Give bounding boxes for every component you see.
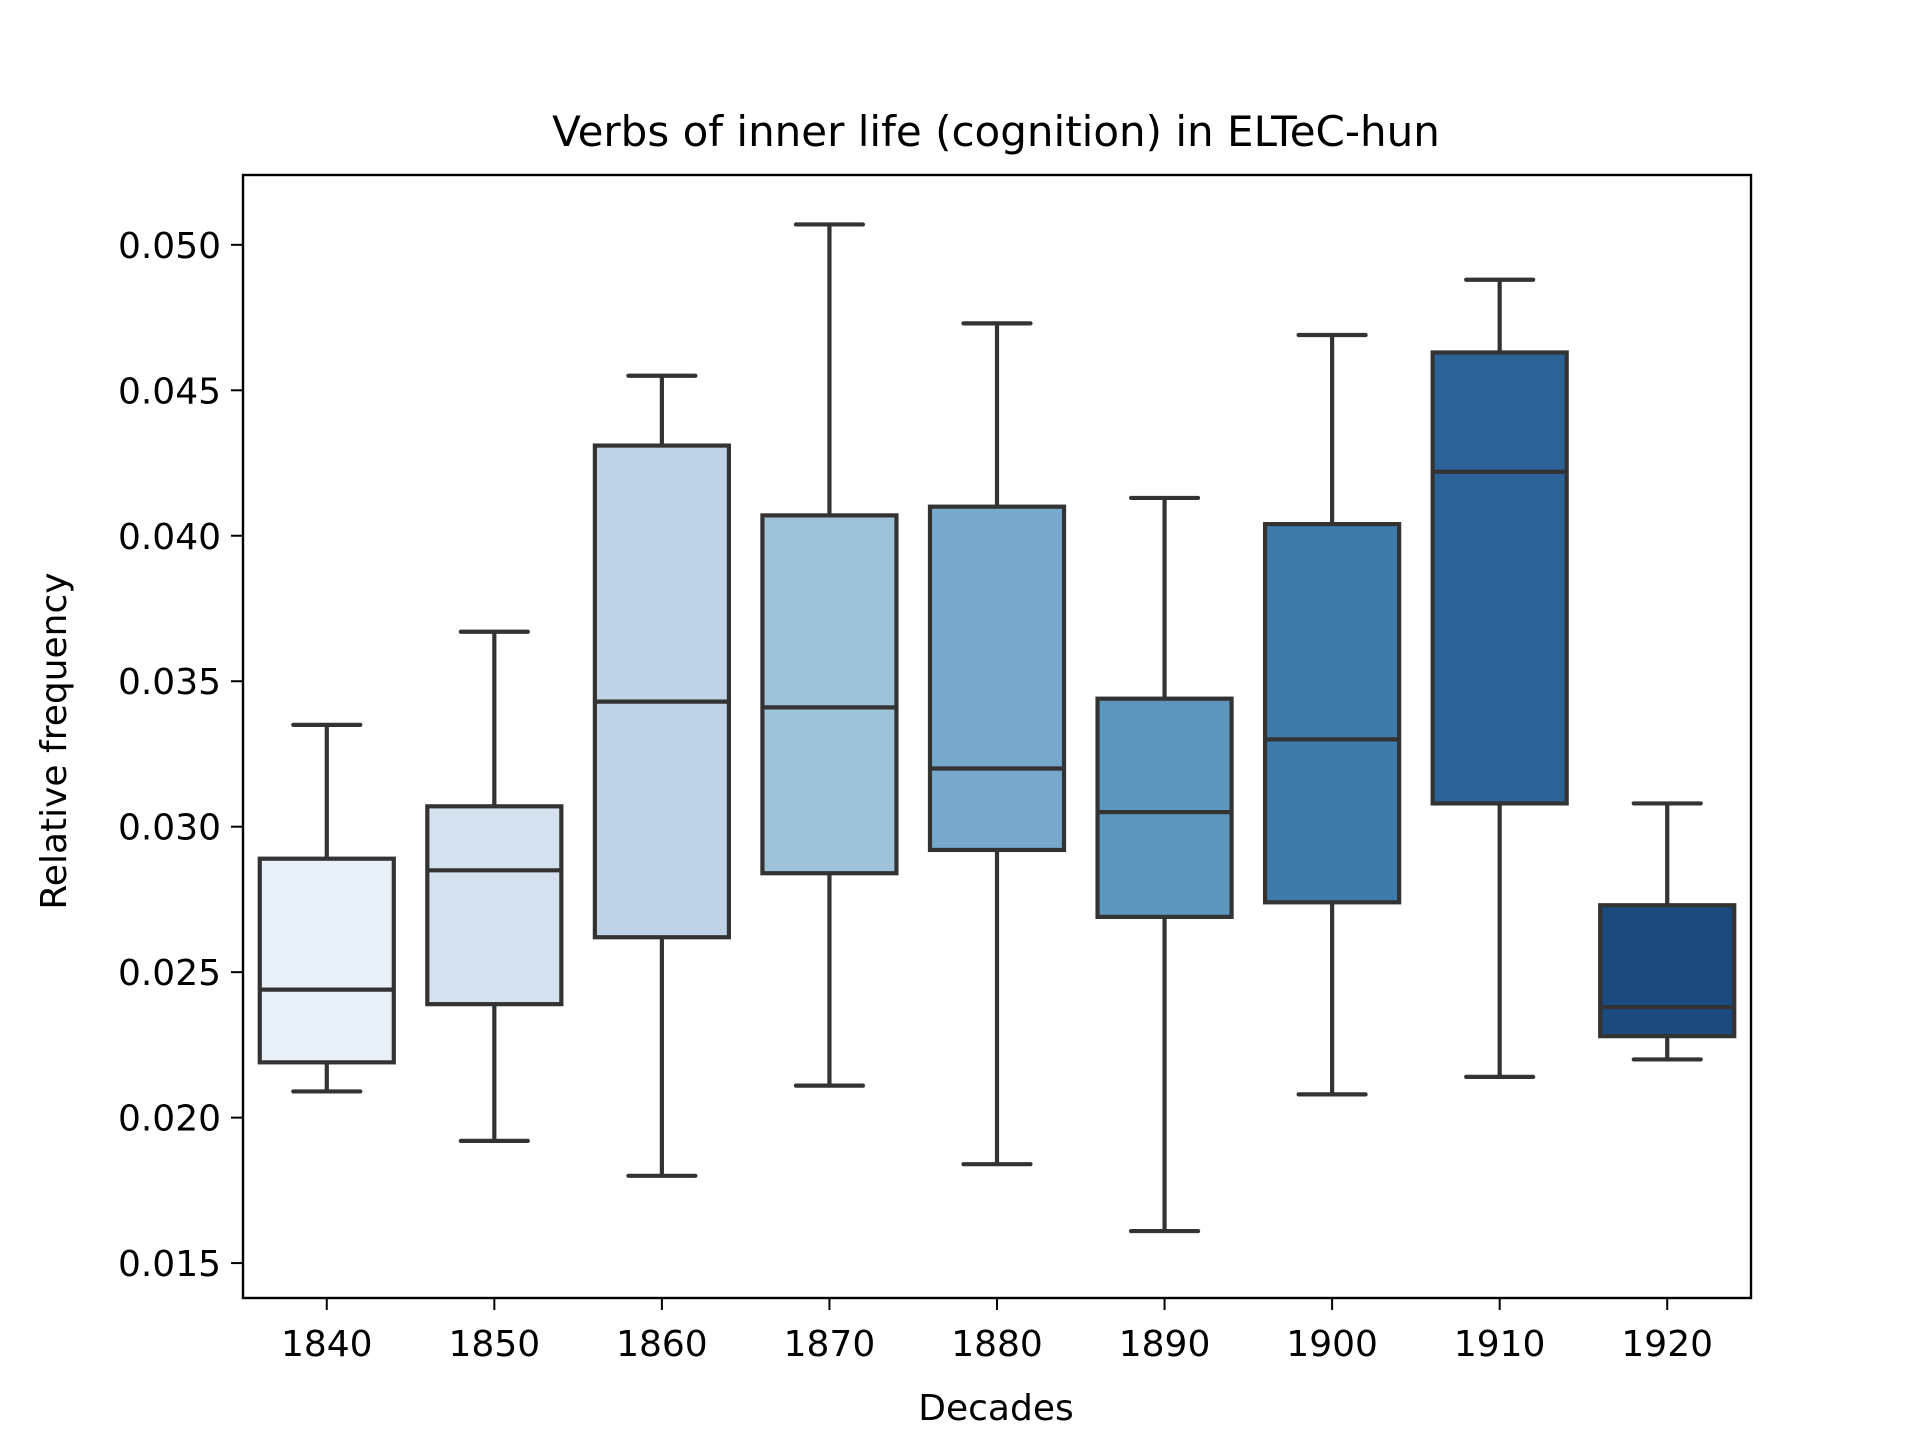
x-tick-label-1880: 1880 <box>951 1324 1043 1365</box>
box-1850-iqr <box>425 804 564 1007</box>
x-tick-label-1920: 1920 <box>1621 1324 1713 1365</box>
y-tick-label-1: 0.020 <box>118 1099 221 1140</box>
box-1860-iqr <box>592 443 732 940</box>
x-tick-label-1850: 1850 <box>449 1324 541 1365</box>
x-tick-label-1910: 1910 <box>1454 1324 1546 1365</box>
y-tick-label-6: 0.045 <box>118 371 221 412</box>
y-axis-label: Relative frequency <box>34 572 75 909</box>
y-tick-label-3: 0.030 <box>118 808 221 849</box>
x-axis-label: Decades <box>918 1388 1073 1429</box>
box-1880-iqr <box>927 504 1067 853</box>
y-tick-label-5: 0.040 <box>118 517 221 558</box>
x-tick-label-1840: 1840 <box>281 1324 373 1365</box>
x-tick-label-1890: 1890 <box>1119 1324 1211 1365</box>
y-tick-label-4: 0.035 <box>118 662 221 703</box>
box-1900-iqr <box>1262 522 1402 905</box>
box-1910-iqr <box>1430 350 1569 806</box>
box-1890-iqr <box>1095 696 1234 919</box>
y-tick-label-0: 0.015 <box>118 1244 221 1285</box>
x-tick-label-1870: 1870 <box>784 1324 876 1365</box>
box-1840-iqr <box>257 856 396 1065</box>
chart-title: Verbs of inner life (cognition) in ELTeC… <box>552 107 1440 156</box>
box-1870-iqr <box>760 513 899 876</box>
plot-area: 0.015 0.020 0.025 0.030 0.035 0.040 0.045 0.050… <box>118 173 1753 1365</box>
x-tick-label-1900: 1900 <box>1286 1324 1378 1365</box>
x-tick-label-1860: 1860 <box>616 1324 708 1365</box>
box-1920-iqr <box>1598 903 1737 1039</box>
y-tick-label-7: 0.050 <box>118 226 221 267</box>
y-tick-label-2: 0.025 <box>118 953 221 994</box>
